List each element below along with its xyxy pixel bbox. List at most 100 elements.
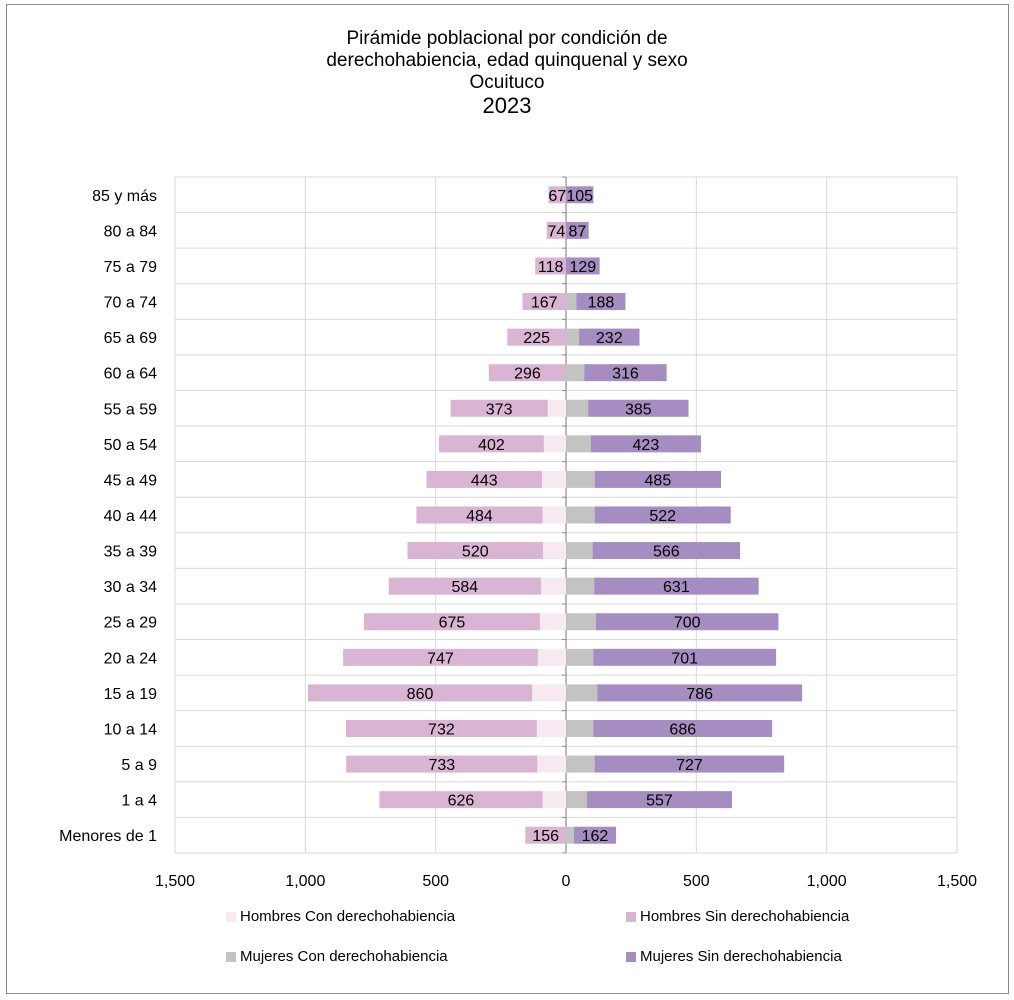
bar-hombres-sin xyxy=(548,186,566,204)
category-label: 40 a 44 xyxy=(104,508,157,525)
bar-hombres-sin xyxy=(426,470,543,488)
data-label-hombres-sin: 118 xyxy=(538,259,564,276)
x-tick-label: 0 xyxy=(562,873,571,890)
bar-mujeres-sin xyxy=(590,435,702,453)
bar-hombres-sin xyxy=(535,257,566,275)
chart-title: Pirámide poblacional por condición de de… xyxy=(0,28,1014,118)
x-tick-label: 1,000 xyxy=(285,873,325,890)
category-label: 10 a 14 xyxy=(104,721,157,738)
bar-hombres-sin xyxy=(450,399,548,417)
bar-mujeres-sin xyxy=(594,577,759,595)
data-label-hombres-sin: 225 xyxy=(523,330,550,347)
bar-hombres-sin xyxy=(546,221,566,239)
x-tick-label: 500 xyxy=(683,873,710,890)
data-label-hombres-sin: 402 xyxy=(478,437,505,454)
bar-mujeres-sin xyxy=(566,257,600,275)
x-tick-label: 1,500 xyxy=(937,873,977,890)
bar-mujeres-con xyxy=(566,364,585,382)
bar-mujeres-con xyxy=(566,328,580,346)
data-label-mujeres-sin: 423 xyxy=(633,437,660,454)
data-label-hombres-sin: 860 xyxy=(407,686,434,703)
data-label-mujeres-sin: 87 xyxy=(568,223,586,240)
data-label-hombres-sin: 443 xyxy=(471,472,498,489)
bar-mujeres-con xyxy=(566,613,596,631)
category-label: 55 a 59 xyxy=(104,401,157,418)
data-label-mujeres-sin: 786 xyxy=(686,686,713,703)
bar-hombres-con xyxy=(540,577,566,595)
data-label-mujeres-sin: 631 xyxy=(663,579,690,596)
bar-hombres-con xyxy=(543,435,566,453)
data-label-hombres-sin: 747 xyxy=(427,650,454,667)
bar-hombres-sin xyxy=(439,435,544,453)
category-label: 80 a 84 xyxy=(104,223,157,240)
category-label: 15 a 19 xyxy=(104,686,157,703)
bar-mujeres-sin xyxy=(594,470,722,488)
category-label: 50 a 54 xyxy=(104,437,157,454)
category-label: 85 y más xyxy=(92,188,157,205)
category-label: Menores de 1 xyxy=(59,828,157,845)
bar-hombres-sin xyxy=(416,506,543,524)
title-line-3: Ocuituco xyxy=(469,72,545,93)
bar-mujeres-sin xyxy=(592,542,741,560)
x-tick-label: 500 xyxy=(422,873,449,890)
bar-hombres-sin xyxy=(388,577,541,595)
bar-mujeres-sin xyxy=(594,506,731,524)
category-label: 60 a 64 xyxy=(104,366,157,383)
bar-mujeres-con xyxy=(566,648,594,666)
bar-hombres-sin xyxy=(488,364,566,382)
category-label: 70 a 74 xyxy=(104,295,157,312)
bar-mujeres-con xyxy=(566,542,593,560)
data-label-mujeres-sin: 162 xyxy=(582,828,609,845)
bar-mujeres-sin xyxy=(588,399,689,417)
title-line-4: 2023 xyxy=(482,93,532,118)
data-label-mujeres-sin: 188 xyxy=(588,295,615,312)
bar-mujeres-sin xyxy=(584,364,667,382)
category-label: 65 a 69 xyxy=(104,330,157,347)
bar-hombres-con xyxy=(536,719,566,737)
category-label: 75 a 79 xyxy=(104,259,157,276)
bar-mujeres-con xyxy=(566,684,598,702)
bar-mujeres-con xyxy=(566,470,595,488)
data-label-hombres-sin: 167 xyxy=(531,295,558,312)
data-label-mujeres-sin: 727 xyxy=(676,757,703,774)
data-label-hombres-sin: 373 xyxy=(486,401,513,418)
bar-mujeres-sin xyxy=(566,221,589,239)
data-label-mujeres-sin: 566 xyxy=(653,544,680,561)
bar-hombres-sin xyxy=(407,542,544,560)
bar-hombres-con xyxy=(543,542,566,560)
bar-mujeres-sin xyxy=(594,755,785,773)
bar-mujeres-con xyxy=(566,755,595,773)
bar-mujeres-sin xyxy=(593,648,777,666)
bar-hombres-sin xyxy=(307,684,533,702)
data-label-hombres-sin: 626 xyxy=(448,793,475,810)
bar-mujeres-con xyxy=(566,399,589,417)
bar-hombres-sin xyxy=(345,719,537,737)
data-label-hombres-sin: 296 xyxy=(514,366,541,383)
bar-mujeres-sin xyxy=(586,791,733,809)
bar-hombres-con xyxy=(537,755,566,773)
data-label-hombres-sin: 74 xyxy=(547,223,565,240)
x-tick-label: 1,000 xyxy=(807,873,847,890)
bar-mujeres-sin xyxy=(579,328,640,346)
data-label-hombres-sin: 733 xyxy=(428,757,455,774)
data-label-hombres-sin: 67 xyxy=(548,188,566,205)
bar-hombres-con xyxy=(537,648,566,666)
bar-hombres-con xyxy=(542,791,566,809)
bar-hombres-sin xyxy=(522,293,566,311)
bar-mujeres-sin xyxy=(597,684,803,702)
bar-mujeres-sin xyxy=(566,186,594,204)
bar-hombres-con xyxy=(539,613,566,631)
bar-mujeres-sin xyxy=(576,293,626,311)
category-label: 45 a 49 xyxy=(104,472,157,489)
data-label-mujeres-sin: 232 xyxy=(596,330,623,347)
data-label-mujeres-sin: 686 xyxy=(669,721,696,738)
bar-hombres-con xyxy=(542,470,566,488)
data-label-mujeres-sin: 522 xyxy=(649,508,676,525)
bar-hombres-con xyxy=(542,506,566,524)
title-line-1: Pirámide poblacional por condición de xyxy=(346,28,668,49)
data-label-mujeres-sin: 105 xyxy=(566,188,593,205)
bar-mujeres-sin xyxy=(595,613,779,631)
data-label-hombres-sin: 484 xyxy=(466,508,493,525)
bar-mujeres-sin xyxy=(593,719,773,737)
